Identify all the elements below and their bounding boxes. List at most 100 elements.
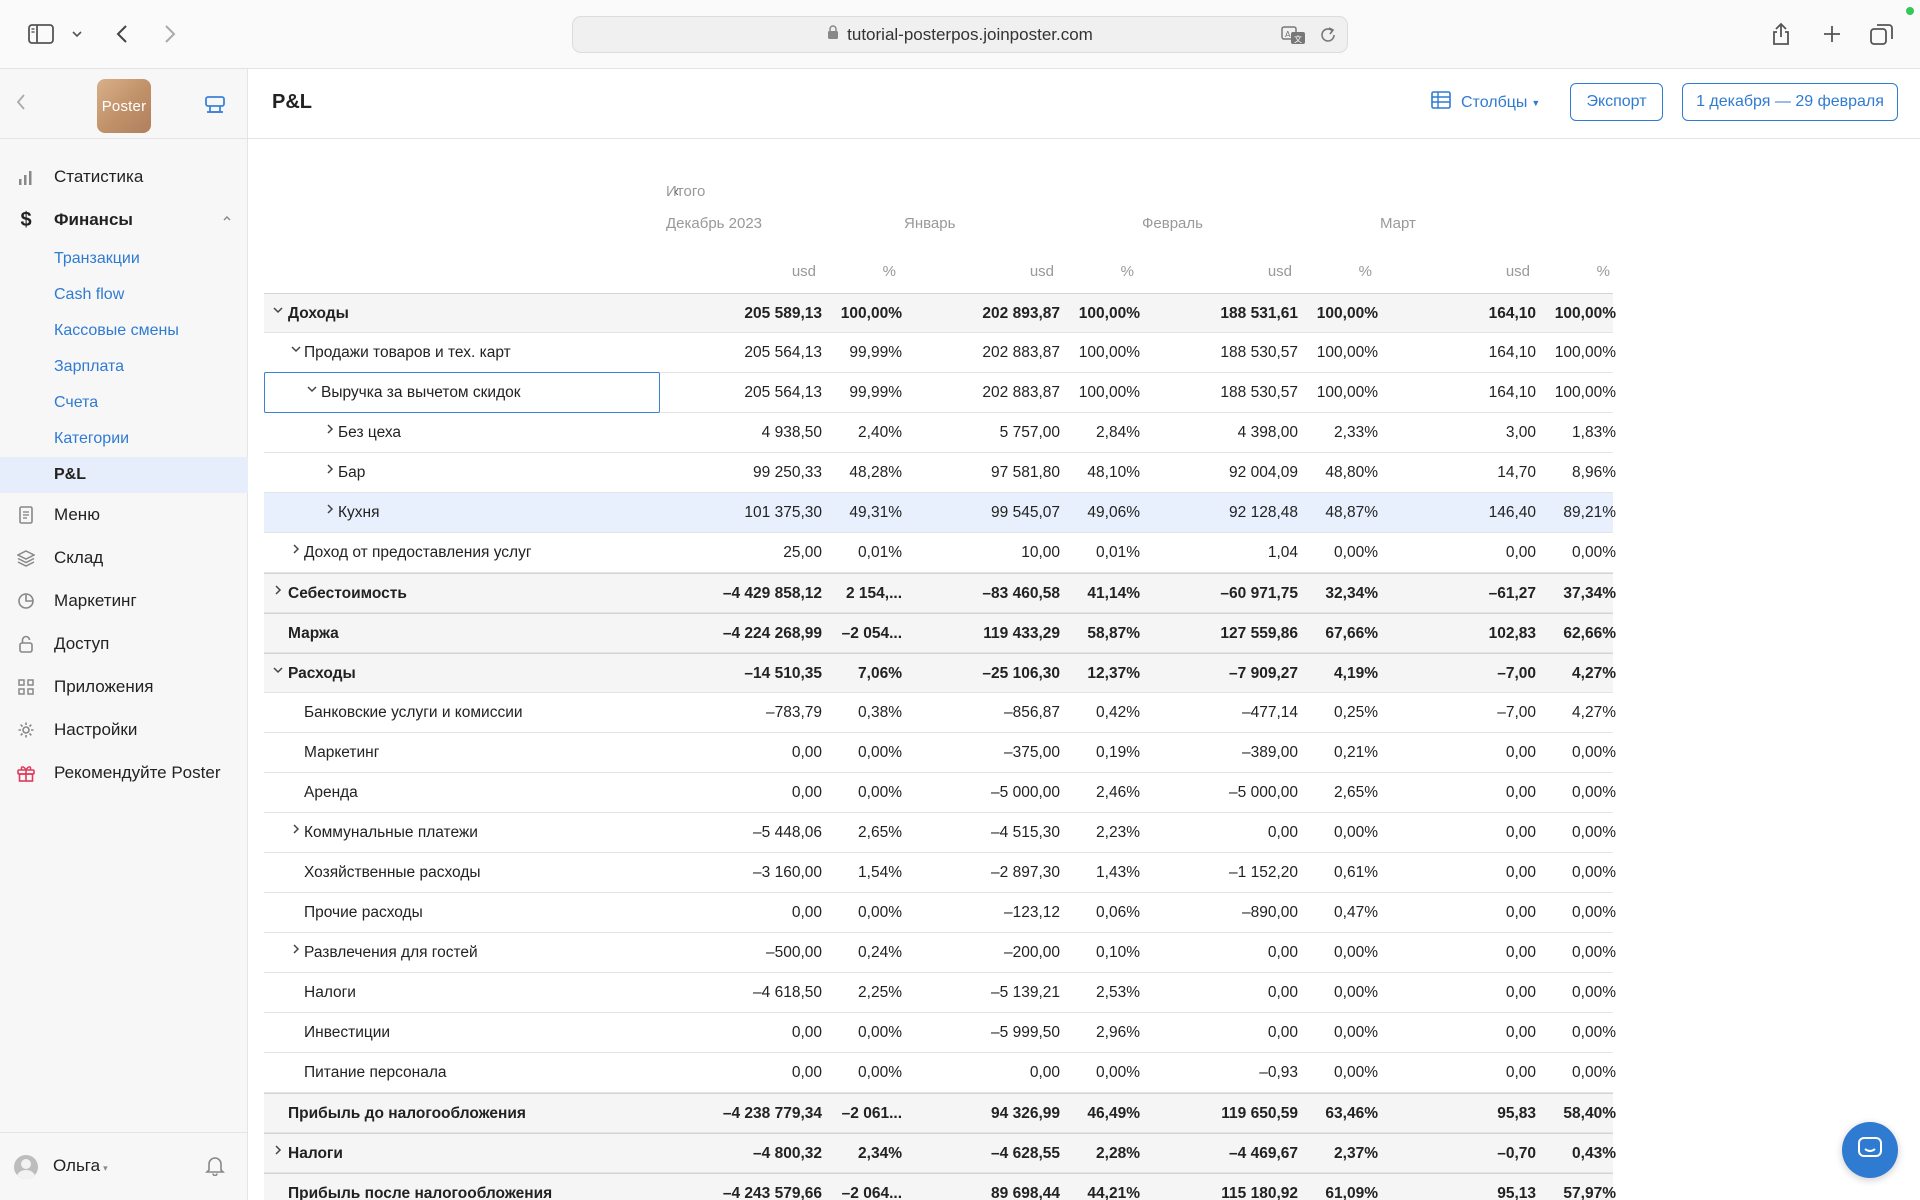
usd-cell: –14 510,35 [744, 665, 822, 682]
chevron-right-icon[interactable] [272, 584, 284, 599]
percent-cell: 100,00% [1078, 344, 1140, 361]
chevron-up-icon[interactable] [222, 212, 232, 224]
usd-cell: –5 000,00 [991, 784, 1060, 801]
sidebar: Poster Статистика $ Финансы Транзакции C… [0, 69, 248, 1200]
chevron-down-icon[interactable] [272, 304, 284, 319]
percent-cell: 2,37% [1334, 1145, 1378, 1162]
chevron-down-icon[interactable] [272, 664, 284, 679]
sidebar-item-finance[interactable]: $ Финансы [0, 198, 248, 241]
tabs-overview-icon[interactable] [1869, 18, 1895, 50]
logo[interactable]: Poster [97, 79, 151, 133]
usd-cell: –500,00 [765, 944, 822, 961]
percent-cell: 4,27% [1572, 704, 1616, 721]
sidebar-item-warehouse[interactable]: Склад [0, 536, 248, 579]
export-button[interactable]: Экспорт [1570, 83, 1663, 121]
chevron-down-icon[interactable] [290, 343, 302, 358]
sidebar-item-apps[interactable]: Приложения [0, 665, 248, 708]
sidebar-item-recommend[interactable]: Рекомендуйте Poster [0, 751, 248, 794]
percent-cell: 67,66% [1325, 625, 1378, 642]
percent-cell: 99,99% [849, 344, 902, 361]
usd-cell: 0,00 [1267, 1024, 1298, 1041]
sidebar-subitem-transactions[interactable]: Транзакции [54, 250, 140, 267]
dollar-icon: $ [20, 208, 32, 231]
table-header-months: Декабрь 2023 Январь Февраль Март [264, 201, 1613, 247]
percent-cell: 1,43% [1096, 864, 1140, 881]
chevron-right-icon[interactable] [324, 463, 336, 478]
table-row[interactable]: Развлечения для гостей –500,00 0,24% –200,0… [264, 933, 1616, 973]
percent-cell: 2 154,... [845, 585, 902, 602]
table-row[interactable]: Продажи товаров и тех. карт 205 564,13 99,… [264, 333, 1616, 373]
usd-cell: –7 909,27 [1229, 665, 1298, 682]
chevron-right-icon[interactable] [290, 943, 302, 958]
sidebar-subitem-categories[interactable]: Категории [54, 430, 130, 447]
columns-button[interactable]: Столбцы ▼ [1431, 91, 1540, 114]
chevron-right-icon[interactable] [290, 823, 302, 838]
percent-cell: 2,34% [858, 1145, 902, 1162]
percent-cell: 0,38% [858, 704, 902, 721]
table-row[interactable]: Доход от предоставления услуг 25,00 0,01% 1… [264, 533, 1616, 573]
chevron-down-icon[interactable] [306, 383, 318, 398]
table-row[interactable]: Налоги –4 800,32 2,34% –4 628,55 2,28% –4 469… [264, 1133, 1616, 1173]
back-icon[interactable] [112, 18, 132, 50]
forward-icon[interactable] [160, 18, 180, 50]
sidebar-subitem-cashflow[interactable]: Cash flow [54, 286, 125, 303]
table-row[interactable]: Кухня 101 375,30 49,31% 99 545,07 49,06% 92 1… [264, 493, 1616, 533]
chevron-right-icon[interactable] [324, 503, 336, 518]
sidebar-subitem-cash-shifts[interactable]: Кассовые смены [54, 322, 179, 339]
pos-terminal-icon[interactable] [204, 95, 226, 120]
table-row[interactable]: Расходы –14 510,35 7,06% –25 106,30 12,37% –7… [264, 653, 1616, 693]
avatar[interactable] [14, 1155, 38, 1179]
sidebar-item-menu[interactable]: Меню [0, 493, 248, 536]
month-header: Март [1380, 215, 1416, 232]
chevron-right-icon[interactable] [290, 543, 302, 558]
sidebar-item-settings[interactable]: Настройки [0, 708, 248, 751]
table-header-total: Итого ‹ [264, 155, 1613, 201]
url-text: tutorial-posterpos.joinposter.com [847, 24, 1093, 44]
bell-icon[interactable] [205, 1154, 225, 1181]
reload-icon[interactable] [1319, 25, 1337, 50]
row-label: Выручка за вычетом скидок [321, 384, 521, 401]
sidebar-item-marketing[interactable]: Маркетинг [0, 579, 248, 622]
table-row[interactable]: Выручка за вычетом скидок 205 564,13 99,99… [264, 372, 1616, 413]
usd-cell: 0,00 [1505, 1024, 1536, 1041]
usd-cell: –5 448,06 [753, 824, 822, 841]
user-menu[interactable]: Ольга ▾ [53, 1156, 108, 1176]
row-label: Бар [338, 464, 366, 481]
percent-cell: 0,00% [858, 1024, 902, 1041]
share-icon[interactable] [1770, 18, 1792, 50]
table-row[interactable]: Бар 99 250,33 48,28% 97 581,80 48,10% 92 004,… [264, 453, 1616, 493]
percent-cell: 100,00% [1316, 384, 1378, 401]
date-range-button[interactable]: 1 декабря — 29 февраля [1682, 83, 1898, 121]
chevron-right-icon[interactable] [272, 1144, 284, 1159]
chat-button[interactable] [1842, 1122, 1898, 1178]
sidebar-item-access[interactable]: Доступ [0, 622, 248, 665]
table-row[interactable]: Доходы 205 589,13 100,00% 202 893,87 100,00%… [264, 293, 1616, 333]
new-tab-icon[interactable] [1820, 18, 1844, 50]
chevron-right-icon[interactable] [324, 423, 336, 438]
usd-cell: 119 650,59 [1221, 1105, 1298, 1122]
percent-cell: 58,40% [1563, 1105, 1616, 1122]
usd-cell: 205 589,13 [744, 305, 822, 322]
sidebar-subitem-pnl[interactable]: P&L [0, 457, 248, 493]
percent-header: % [882, 263, 896, 280]
sidebar-item-label: Доступ [54, 633, 110, 653]
collapse-sidebar-icon[interactable] [16, 93, 26, 116]
table-row: Инвестиции 0,00 0,00% –5 999,50 2,96% 0,00 0,0… [264, 1013, 1616, 1053]
table-header-units: usd% usd% usd% usd% [264, 247, 1613, 293]
table-row[interactable]: Коммунальные платежи –5 448,06 2,65% –4 515… [264, 813, 1616, 853]
table-row[interactable]: Себестоимость –4 429 858,12 2 154,... –83 4… [264, 573, 1616, 613]
sidebar-toggle-icon[interactable] [26, 18, 56, 50]
table-body: Доходы 205 589,13 100,00% 202 893,87 100,00%… [264, 293, 1616, 1200]
chevron-down-icon[interactable] [70, 18, 84, 50]
usd-cell: 95,83 [1497, 1105, 1536, 1122]
sidebar-item-statistics[interactable]: Статистика [0, 155, 248, 198]
sidebar-item-label: Финансы [54, 209, 133, 229]
table-row[interactable]: Без цеха 4 938,50 2,40% 5 757,00 2,84% 4 398,… [264, 413, 1616, 453]
sidebar-subitem-accounts[interactable]: Счета [54, 394, 99, 411]
gift-icon [16, 763, 36, 783]
sidebar-subitem-salary[interactable]: Зарплата [54, 358, 125, 375]
status-dot [1906, 7, 1914, 15]
percent-cell: 48,28% [849, 464, 902, 481]
